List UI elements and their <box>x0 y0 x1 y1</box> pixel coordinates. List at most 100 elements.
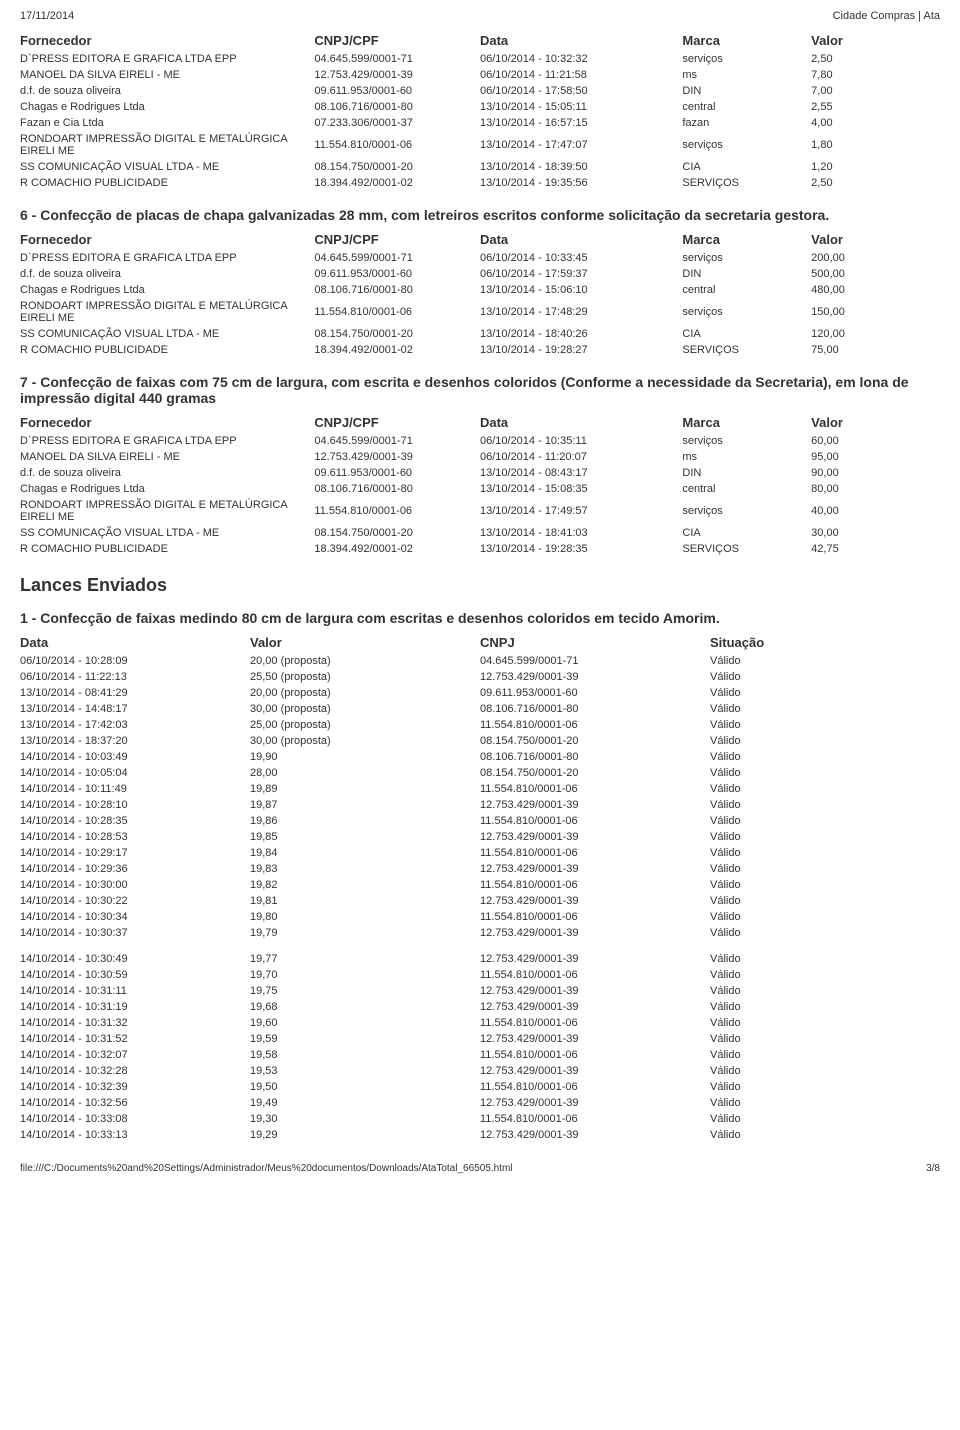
th-data: Data <box>480 229 682 250</box>
table-cell: 19,60 <box>250 1015 480 1031</box>
table-cell: 14/10/2014 - 10:31:19 <box>20 999 250 1015</box>
th-situacao: Situação <box>710 632 940 653</box>
table-cell: 42,75 <box>811 541 940 557</box>
lances-header-row: Data Valor CNPJ Situação <box>20 632 940 653</box>
table-cell: CIA <box>682 159 811 175</box>
table-cell: DIN <box>682 465 811 481</box>
table-cell: Válido <box>710 1095 940 1111</box>
table-row: Chagas e Rodrigues Ltda08.106.716/0001-8… <box>20 99 940 115</box>
table-cell: Válido <box>710 749 940 765</box>
table-cell: 12.753.429/0001-39 <box>480 983 710 999</box>
table-row: d.f. de souza oliveira09.611.953/0001-60… <box>20 465 940 481</box>
table-cell: 12.753.429/0001-39 <box>480 829 710 845</box>
table-row: 14/10/2014 - 10:31:5219,5912.753.429/000… <box>20 1031 940 1047</box>
table-cell: 14/10/2014 - 10:30:00 <box>20 877 250 893</box>
table-cell: 13/10/2014 - 19:28:35 <box>480 541 682 557</box>
table-cell: Válido <box>710 967 940 983</box>
table-row: SS COMUNICAÇÃO VISUAL LTDA - ME08.154.75… <box>20 159 940 175</box>
table-cell: Válido <box>710 829 940 845</box>
table-cell: 95,00 <box>811 449 940 465</box>
table-cell: 14/10/2014 - 10:03:49 <box>20 749 250 765</box>
table-cell: RONDOART IMPRESSÃO DIGITAL E METALÚRGICA… <box>20 131 314 159</box>
table-cell: 18.394.492/0001-02 <box>314 342 480 358</box>
table-cell: 2,55 <box>811 99 940 115</box>
section-7-title: 7 - Confecção de faixas com 75 cm de lar… <box>20 374 940 406</box>
table-cell: 14/10/2014 - 10:32:07 <box>20 1047 250 1063</box>
table-row: 14/10/2014 - 10:32:2819,5312.753.429/000… <box>20 1063 940 1079</box>
table-cell: Válido <box>710 653 940 669</box>
table-cell: Válido <box>710 717 940 733</box>
table-cell: Válido <box>710 1127 940 1143</box>
table-row: D`PRESS EDITORA E GRAFICA LTDA EPP04.645… <box>20 51 940 67</box>
table-cell: DIN <box>682 83 811 99</box>
table-row: 14/10/2014 - 10:32:0719,5811.554.810/000… <box>20 1047 940 1063</box>
table-cell: R COMACHIO PUBLICIDADE <box>20 175 314 191</box>
table-cell: 30,00 <box>811 525 940 541</box>
table-cell: Válido <box>710 669 940 685</box>
table-header-row: Fornecedor CNPJ/CPF Data Marca Valor <box>20 412 940 433</box>
table-cell: 11.554.810/0001-06 <box>480 845 710 861</box>
table-row: 14/10/2014 - 10:29:3619,8312.753.429/000… <box>20 861 940 877</box>
table-cell: 1,20 <box>811 159 940 175</box>
table-cell: 11.554.810/0001-06 <box>480 1079 710 1095</box>
footer-page: 3/8 <box>926 1163 940 1174</box>
table-row: 14/10/2014 - 10:28:3519,8611.554.810/000… <box>20 813 940 829</box>
table-cell: d.f. de souza oliveira <box>20 266 314 282</box>
table-cell: 14/10/2014 - 10:30:34 <box>20 909 250 925</box>
th-data: Data <box>480 30 682 51</box>
header-date: 17/11/2014 <box>20 10 74 22</box>
table-row: 13/10/2014 - 08:41:2920,00 (proposta)09.… <box>20 685 940 701</box>
table-cell: 11.554.810/0001-06 <box>480 717 710 733</box>
table-row: 14/10/2014 - 10:30:5919,7011.554.810/000… <box>20 967 940 983</box>
table-cell: CIA <box>682 525 811 541</box>
table-cell: 11.554.810/0001-06 <box>480 1015 710 1031</box>
table-cell: Válido <box>710 1031 940 1047</box>
table-row: 14/10/2014 - 10:31:1919,6812.753.429/000… <box>20 999 940 1015</box>
table-cell: 12.753.429/0001-39 <box>480 1063 710 1079</box>
table-cell: Válido <box>710 701 940 717</box>
table-row: 14/10/2014 - 10:30:3719,7912.753.429/000… <box>20 925 940 941</box>
lances-title: Lances Enviados <box>20 575 940 596</box>
table-cell: 4,00 <box>811 115 940 131</box>
table-cell: 150,00 <box>811 298 940 326</box>
table-row: SS COMUNICAÇÃO VISUAL LTDA - ME08.154.75… <box>20 326 940 342</box>
table-cell: Válido <box>710 845 940 861</box>
footer-path: file:///C:/Documents%20and%20Settings/Ad… <box>20 1163 513 1174</box>
th-fornecedor: Fornecedor <box>20 229 314 250</box>
table-cell: 19,85 <box>250 829 480 845</box>
table-cell: 12.753.429/0001-39 <box>480 1127 710 1143</box>
table-cell: 09.611.953/0001-60 <box>314 83 480 99</box>
table-cell: 14/10/2014 - 10:11:49 <box>20 781 250 797</box>
table-section-7: Fornecedor CNPJ/CPF Data Marca Valor D`P… <box>20 412 940 557</box>
table-cell: serviços <box>682 51 811 67</box>
lances-sub: 1 - Confecção de faixas medindo 80 cm de… <box>20 610 940 626</box>
table-cell: 12.753.429/0001-39 <box>480 925 710 941</box>
table-cell: R COMACHIO PUBLICIDADE <box>20 342 314 358</box>
table-row: 14/10/2014 - 10:33:0819,3011.554.810/000… <box>20 1111 940 1127</box>
table-row: 13/10/2014 - 14:48:1730,00 (proposta)08.… <box>20 701 940 717</box>
table-cell: 19,83 <box>250 861 480 877</box>
table-row: D`PRESS EDITORA E GRAFICA LTDA EPP04.645… <box>20 250 940 266</box>
table-cell: 19,79 <box>250 925 480 941</box>
table-cell: Válido <box>710 1063 940 1079</box>
table-cell: 7,00 <box>811 83 940 99</box>
th-cnpj: CNPJ/CPF <box>314 30 480 51</box>
table-row: Fazan e Cia Ltda07.233.306/0001-3713/10/… <box>20 115 940 131</box>
table-cell: 13/10/2014 - 17:47:07 <box>480 131 682 159</box>
table-row: 14/10/2014 - 10:11:4919,8911.554.810/000… <box>20 781 940 797</box>
table-cell: Válido <box>710 1079 940 1095</box>
table-row: 14/10/2014 - 10:05:0428,0008.154.750/000… <box>20 765 940 781</box>
table-cell: central <box>682 99 811 115</box>
table-cell: ms <box>682 67 811 83</box>
table-row: 13/10/2014 - 17:42:0325,00 (proposta)11.… <box>20 717 940 733</box>
table-cell: 08.154.750/0001-20 <box>480 765 710 781</box>
th-fornecedor: Fornecedor <box>20 30 314 51</box>
table-cell: 11.554.810/0001-06 <box>314 298 480 326</box>
table-cell: 14/10/2014 - 10:30:49 <box>20 941 250 967</box>
table-cell: Válido <box>710 909 940 925</box>
table-cell: 06/10/2014 - 11:21:58 <box>480 67 682 83</box>
table-cell: Chagas e Rodrigues Ltda <box>20 282 314 298</box>
table-row: 06/10/2014 - 10:28:0920,00 (proposta)04.… <box>20 653 940 669</box>
table-cell: 08.106.716/0001-80 <box>480 701 710 717</box>
table-cell: 11.554.810/0001-06 <box>480 909 710 925</box>
